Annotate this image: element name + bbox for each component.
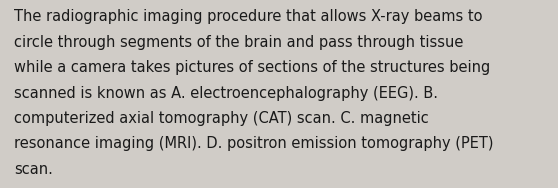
Text: while a camera takes pictures of sections of the structures being: while a camera takes pictures of section… — [14, 60, 490, 75]
Text: scanned is known as A. electroencephalography (EEG). B.: scanned is known as A. electroencephalog… — [14, 86, 438, 101]
Text: computerized axial tomography (CAT) scan. C. magnetic: computerized axial tomography (CAT) scan… — [14, 111, 429, 126]
Text: circle through segments of the brain and pass through tissue: circle through segments of the brain and… — [14, 35, 463, 50]
Text: The radiographic imaging procedure that allows X-ray beams to: The radiographic imaging procedure that … — [14, 9, 483, 24]
Text: scan.: scan. — [14, 162, 53, 177]
Text: resonance imaging (MRI). D. positron emission tomography (PET): resonance imaging (MRI). D. positron emi… — [14, 136, 493, 151]
